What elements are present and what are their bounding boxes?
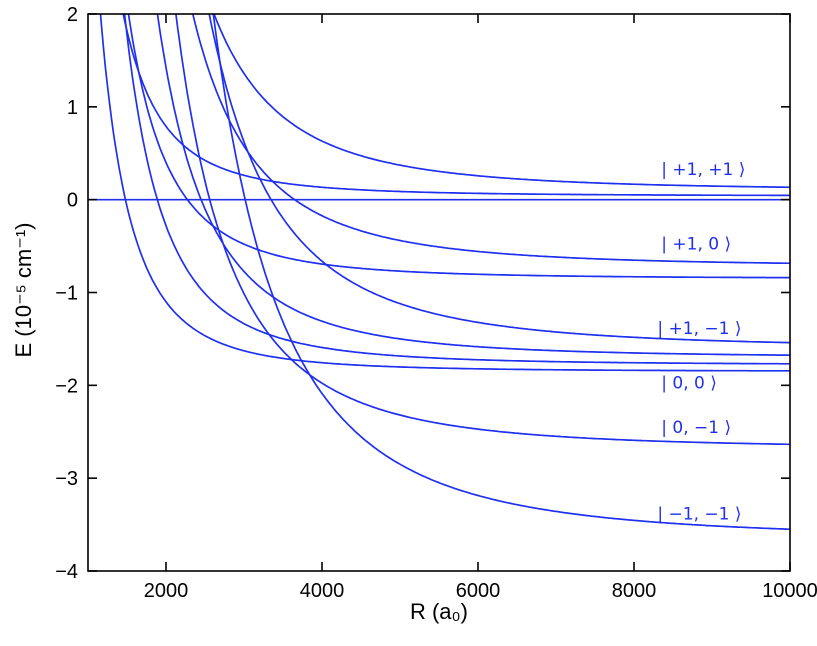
x-tick-label: 4000 <box>300 580 345 602</box>
curve-state-plus1-minus1-c <box>123 14 790 365</box>
x-tick-label: 6000 <box>456 580 501 602</box>
state-label: | −1, −1 ⟩ <box>657 504 741 524</box>
curve-state-zero-zero <box>99 14 790 372</box>
curve-state-plus1-minus1-a <box>208 14 790 344</box>
state-label: | +1, +1 ⟩ <box>661 160 745 180</box>
y-tick-label: 0 <box>67 190 78 212</box>
curve-state-plus1-zero-a <box>191 14 790 265</box>
y-tick-label: −3 <box>55 468 78 490</box>
x-tick-label: 10000 <box>762 580 817 602</box>
curve-state-zero-minus1 <box>175 14 790 446</box>
curves-group <box>88 14 790 531</box>
y-tick-label: −2 <box>55 375 78 397</box>
x-tick-label: 2000 <box>144 580 189 602</box>
x-axis-label: R (a₀) <box>409 599 469 624</box>
state-label: | 0, −1 ⟩ <box>661 418 731 438</box>
y-tick-label: 2 <box>67 4 78 26</box>
state-label: | +1, 0 ⟩ <box>661 234 731 254</box>
curve-state-plus1-plus1-a <box>213 14 790 189</box>
curve-state-plus1-minus1-b <box>156 14 790 357</box>
state-label: | +1, −1 ⟩ <box>657 319 741 339</box>
y-tick-label: −1 <box>55 283 78 305</box>
curve-state-plus1-zero-b <box>127 14 790 279</box>
curve-state-plus1-plus1-b <box>122 14 790 197</box>
y-tick-label: −4 <box>55 561 78 583</box>
x-tick-label: 8000 <box>612 580 657 602</box>
plot-frame <box>87 13 791 572</box>
y-axis-label: E (10⁻⁵ cm⁻¹) <box>11 222 36 358</box>
y-tick-label: 1 <box>67 97 78 119</box>
state-label: | 0, 0 ⟩ <box>661 374 717 394</box>
curve-state-minus1-minus1 <box>212 14 790 531</box>
